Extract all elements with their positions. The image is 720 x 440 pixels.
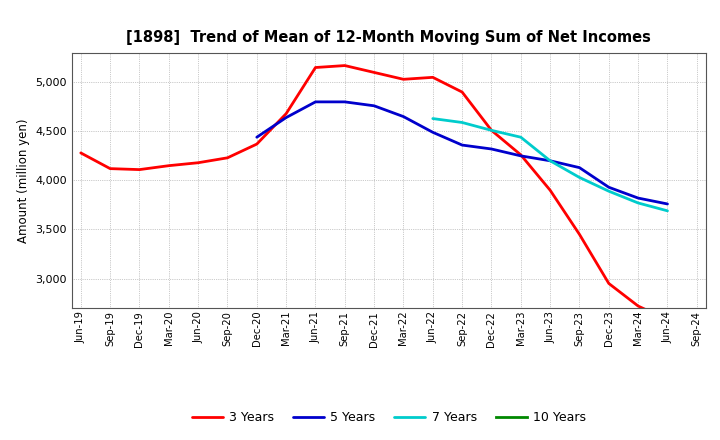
3 Years	[253, 141, 261, 147]
Line: 3 Years: 3 Years	[81, 66, 667, 320]
5 Years	[634, 195, 642, 201]
3 Years	[135, 167, 144, 172]
3 Years	[487, 128, 496, 133]
Line: 5 Years: 5 Years	[257, 102, 667, 204]
3 Years	[76, 150, 85, 156]
3 Years	[370, 70, 379, 75]
5 Years	[575, 165, 584, 170]
3 Years	[106, 166, 114, 171]
7 Years	[546, 158, 554, 163]
3 Years	[458, 89, 467, 95]
7 Years	[516, 135, 525, 140]
7 Years	[458, 120, 467, 125]
3 Years	[428, 75, 437, 80]
5 Years	[253, 135, 261, 140]
7 Years	[575, 175, 584, 180]
5 Years	[341, 99, 349, 105]
3 Years	[194, 160, 202, 165]
7 Years	[428, 116, 437, 121]
7 Years	[663, 208, 672, 213]
5 Years	[311, 99, 320, 105]
3 Years	[311, 65, 320, 70]
3 Years	[341, 63, 349, 68]
5 Years	[282, 115, 290, 120]
Legend: 3 Years, 5 Years, 7 Years, 10 Years: 3 Years, 5 Years, 7 Years, 10 Years	[186, 407, 591, 429]
5 Years	[487, 147, 496, 152]
3 Years	[516, 152, 525, 158]
5 Years	[370, 103, 379, 108]
3 Years	[605, 281, 613, 286]
3 Years	[546, 187, 554, 193]
7 Years	[487, 128, 496, 133]
Y-axis label: Amount (million yen): Amount (million yen)	[17, 118, 30, 242]
5 Years	[399, 114, 408, 119]
5 Years	[458, 143, 467, 148]
5 Years	[516, 153, 525, 158]
3 Years	[575, 232, 584, 237]
Line: 7 Years: 7 Years	[433, 118, 667, 211]
5 Years	[428, 130, 437, 135]
3 Years	[164, 163, 173, 169]
Title: [1898]  Trend of Mean of 12-Month Moving Sum of Net Incomes: [1898] Trend of Mean of 12-Month Moving …	[127, 29, 651, 45]
5 Years	[546, 158, 554, 163]
3 Years	[634, 304, 642, 309]
3 Years	[223, 155, 232, 161]
7 Years	[634, 200, 642, 205]
3 Years	[399, 77, 408, 82]
3 Years	[282, 111, 290, 116]
5 Years	[663, 202, 672, 207]
7 Years	[605, 189, 613, 194]
5 Years	[605, 185, 613, 190]
3 Years	[663, 317, 672, 323]
